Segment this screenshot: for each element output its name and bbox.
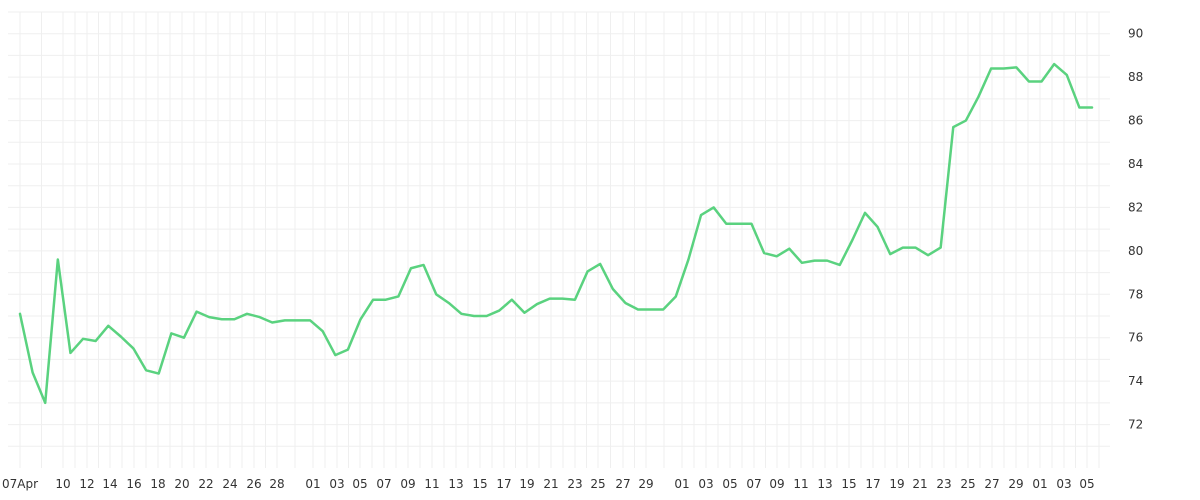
x-tick-label: 13 [817, 477, 832, 491]
y-tick-label: 86 [1128, 114, 1143, 128]
x-tick-label: 29 [1008, 477, 1023, 491]
x-tick-label: 21 [912, 477, 927, 491]
x-tick-label: 15 [472, 477, 487, 491]
x-tick-label: 19 [889, 477, 904, 491]
x-tick-label: 09 [769, 477, 784, 491]
y-tick-label: 72 [1128, 418, 1143, 432]
x-tick-label: 13 [448, 477, 463, 491]
x-tick-label: 10 [55, 477, 70, 491]
x-tick-label: 18 [150, 477, 165, 491]
x-tick-label: 28 [269, 477, 284, 491]
y-tick-label: 74 [1128, 374, 1143, 388]
x-tick-label: 01 [305, 477, 320, 491]
series-line [18, 62, 1094, 405]
x-tick-label: 29 [638, 477, 653, 491]
x-tick-label: 25 [590, 477, 605, 491]
x-tick-label: 20 [174, 477, 189, 491]
x-tick-label: 24 [222, 477, 237, 491]
x-tick-label: 12 [79, 477, 94, 491]
x-tick-label: 25 [960, 477, 975, 491]
x-tick-label: 16 [126, 477, 141, 491]
x-tick-label: 07 [376, 477, 391, 491]
x-tick-label: 05 [722, 477, 737, 491]
x-tick-label: 01 [674, 477, 689, 491]
x-tick-label: 17 [496, 477, 511, 491]
y-tick-label: 76 [1128, 331, 1143, 345]
y-tick-label: 80 [1128, 244, 1143, 258]
x-tick-label: 03 [698, 477, 713, 491]
x-tick-label: 05 [352, 477, 367, 491]
x-tick-label: 27 [615, 477, 630, 491]
x-tick-label: 14 [102, 477, 117, 491]
x-tick-label: 17 [865, 477, 880, 491]
x-tick-label: 01 [1032, 477, 1047, 491]
x-tick-label: 03 [329, 477, 344, 491]
x-tick-label: 11 [424, 477, 439, 491]
y-tick-label: 84 [1128, 157, 1143, 171]
y-tick-label: 82 [1128, 200, 1143, 214]
y-tick-label: 88 [1128, 70, 1143, 84]
x-tick-label: 23 [936, 477, 951, 491]
chart-grid [8, 11, 1110, 468]
x-axis: 07Apr 10 12 14 16 18 20 22 24 26 28 01 03 05 07 09 11 13 1… [2, 477, 1095, 491]
y-tick-label: 78 [1128, 287, 1143, 301]
x-tick-label: 19 [519, 477, 534, 491]
x-tick-label: 05 [1079, 477, 1094, 491]
x-tick-label: 21 [543, 477, 558, 491]
x-tick-label: 09 [400, 477, 415, 491]
x-tick-label: 07 [746, 477, 761, 491]
y-axis: 72 74 76 78 80 82 84 86 88 90 [1128, 27, 1143, 432]
x-tick-label: 07Apr [2, 477, 38, 491]
x-tick-label: 15 [841, 477, 856, 491]
x-tick-label: 11 [793, 477, 808, 491]
x-tick-label: 26 [246, 477, 261, 491]
x-tick-label: 27 [984, 477, 999, 491]
y-tick-label: 90 [1128, 27, 1143, 41]
x-tick-label: 22 [198, 477, 213, 491]
x-tick-label: 23 [567, 477, 582, 491]
chart-series [18, 62, 1094, 405]
x-tick-label: 03 [1056, 477, 1071, 491]
